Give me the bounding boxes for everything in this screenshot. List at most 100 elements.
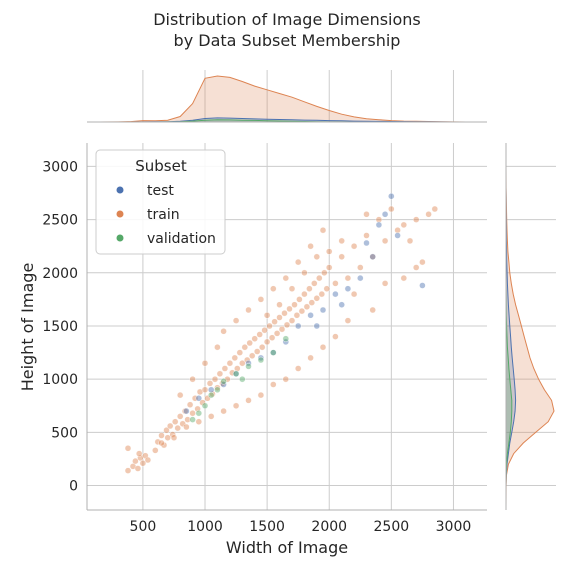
point-train [224,376,231,383]
point-test [183,407,190,415]
point-train [229,369,236,376]
point-test [357,274,364,282]
point-validation [232,370,240,377]
legend-title: Subset [135,157,187,175]
x-tick-label: 500 [130,519,157,535]
point-train [214,384,221,391]
point-train [234,365,241,372]
point-test [419,282,426,289]
point-train [381,280,389,287]
point-train [171,418,179,425]
point-train [363,232,370,239]
point-train [278,326,286,333]
point-train [286,305,293,313]
point-train [189,410,196,417]
point-train [124,445,132,452]
y-tick-label: 2000 [42,266,78,282]
point-train [350,290,358,298]
chart-title-line-1: Distribution of Image Dimensions [153,10,421,29]
point-train [266,322,273,330]
point-validation [257,356,265,364]
legend: Subset test train validation [95,149,226,255]
point-train [282,274,289,282]
point-validation [245,363,252,370]
point-train [332,333,339,340]
point-train [164,434,171,441]
point-train [413,216,420,223]
point-train [261,327,268,334]
point-train [251,335,258,342]
point-train [295,258,302,266]
point-train [243,356,251,364]
point-test [307,312,314,319]
scatter-points [124,192,438,474]
point-train [425,211,432,218]
point-test [363,239,370,247]
y-tick-label: 1000 [42,372,78,388]
point-train [307,242,314,250]
point-train [220,328,227,335]
x-tick-label: 1000 [187,519,223,535]
point-test [381,211,389,218]
point-train [144,456,152,464]
point-train [350,242,358,250]
point-test [332,290,339,298]
point-validation [207,391,215,399]
point-validation [214,386,221,393]
point-test [375,221,383,229]
point-train [179,420,186,427]
point-train [189,376,196,383]
point-train [152,447,159,454]
point-train [158,432,165,439]
point-train [254,348,261,355]
point-train [139,460,147,467]
point-train [338,253,345,260]
legend-label-test: test [147,183,174,199]
point-train [394,226,401,234]
point-train [158,439,165,447]
point-test [388,192,395,200]
point-validation [239,376,246,383]
point-train [245,306,252,314]
point-train [232,402,240,409]
point-train [338,237,345,245]
point-test [295,322,302,330]
point-train [257,296,265,303]
point-train [270,381,277,388]
point-train [216,370,224,377]
point-validation [220,378,227,385]
point-train [204,395,211,402]
point-validation [201,402,209,409]
point-train [307,354,314,362]
point-train [196,388,204,396]
y-axis-label: Height of Image [18,263,37,392]
legend-marker-train [116,210,124,218]
point-train [400,221,407,229]
point-train [206,380,214,387]
point-validation [195,410,203,417]
point-train [295,365,302,372]
point-test [220,381,227,388]
point-validation [189,416,196,423]
point-train [276,314,283,321]
point-train [236,349,244,356]
point-train [301,290,308,298]
point-train [344,274,352,282]
point-train [303,303,311,310]
point-train [288,317,296,324]
y-tick-label: 1500 [42,319,78,335]
point-train [174,424,181,432]
point-train [124,467,132,474]
point-train [291,301,298,308]
main-grid [87,70,556,510]
point-train [271,318,278,325]
x-tick-label: 1500 [249,519,285,535]
point-train [154,438,162,446]
point-train [344,317,352,324]
point-train [318,290,325,298]
point-train [400,274,407,282]
point-test [369,253,376,260]
point-train [321,269,328,276]
point-test [195,395,203,402]
chart-title-line-2: by Data Subset Membership [174,31,401,50]
